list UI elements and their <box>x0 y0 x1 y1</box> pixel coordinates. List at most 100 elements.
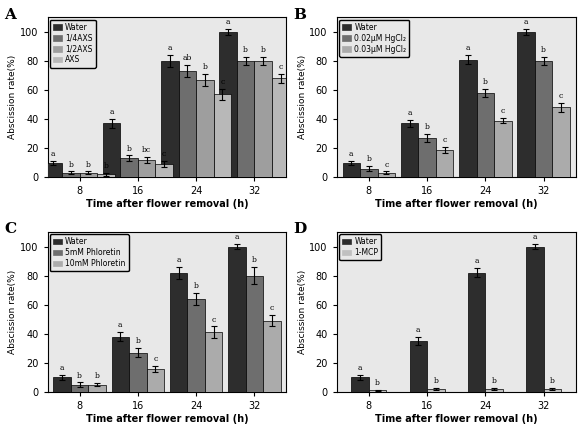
Bar <box>161 61 179 177</box>
Text: a: a <box>118 321 123 329</box>
Bar <box>112 337 129 392</box>
Text: a: a <box>465 44 470 52</box>
Bar <box>71 384 88 392</box>
Text: b: b <box>425 123 429 131</box>
Text: b: b <box>203 63 207 71</box>
Text: b: b <box>375 379 380 387</box>
Legend: Water, 1/4AXS, 1/2AXS, AXS: Water, 1/4AXS, 1/2AXS, AXS <box>50 20 96 67</box>
Bar <box>409 341 427 392</box>
Text: b: b <box>260 46 266 54</box>
Legend: Water, 5mM Phloretin, 10mM Phloretin: Water, 5mM Phloretin, 10mM Phloretin <box>50 234 128 271</box>
Text: b: b <box>135 337 140 345</box>
Bar <box>477 93 494 177</box>
Bar <box>97 175 114 177</box>
Y-axis label: Abscission rate(%): Abscission rate(%) <box>8 270 18 354</box>
Text: c: c <box>500 107 505 115</box>
Y-axis label: Abscission rate(%): Abscission rate(%) <box>298 55 307 140</box>
Text: b: b <box>366 156 371 163</box>
Text: a: a <box>358 364 362 372</box>
Bar <box>427 389 444 392</box>
Text: c: c <box>270 304 274 312</box>
Bar <box>255 61 272 177</box>
Text: b: b <box>252 256 257 264</box>
Bar <box>53 377 71 392</box>
Legend: Water, 0.02μM HgCl₂, 0.03μM HgCl₂: Water, 0.02μM HgCl₂, 0.03μM HgCl₂ <box>339 20 409 57</box>
Bar <box>485 389 503 392</box>
Text: a: a <box>168 44 172 52</box>
Y-axis label: Abscission rate(%): Abscission rate(%) <box>8 55 18 140</box>
Text: a: a <box>533 233 537 241</box>
Text: C: C <box>5 222 16 236</box>
Text: a: a <box>474 257 479 265</box>
Text: a: a <box>176 256 181 264</box>
Text: b: b <box>541 46 546 54</box>
Text: c: c <box>559 92 563 100</box>
Text: c: c <box>384 161 388 168</box>
Text: a: a <box>407 109 412 117</box>
Bar <box>517 32 535 177</box>
Bar <box>103 124 120 177</box>
X-axis label: Time after flower removal (h): Time after flower removal (h) <box>86 414 248 424</box>
Bar <box>129 353 147 392</box>
Text: c: c <box>153 355 158 363</box>
Text: b: b <box>550 377 555 385</box>
Bar <box>494 121 512 177</box>
Text: a: a <box>60 364 64 372</box>
Bar <box>155 164 173 177</box>
Bar <box>246 276 263 392</box>
Text: c: c <box>211 315 215 324</box>
Bar <box>44 163 62 177</box>
Bar <box>88 384 106 392</box>
Text: b: b <box>86 161 91 168</box>
Bar <box>369 391 386 392</box>
Bar <box>418 138 436 177</box>
Text: ab: ab <box>183 54 192 63</box>
Text: a: a <box>416 327 420 334</box>
Bar <box>170 273 187 392</box>
Text: b: b <box>194 282 199 290</box>
Bar <box>79 173 97 177</box>
Text: A: A <box>5 8 16 22</box>
Text: D: D <box>294 222 307 236</box>
Bar <box>228 247 246 392</box>
Text: a: a <box>235 233 239 241</box>
Text: b: b <box>243 46 248 54</box>
Bar <box>352 377 369 392</box>
Text: a: a <box>109 108 114 116</box>
Bar <box>377 173 395 177</box>
Text: c: c <box>220 78 224 86</box>
Bar <box>237 61 255 177</box>
Bar <box>468 273 485 392</box>
Text: c: c <box>279 63 283 71</box>
Bar <box>343 163 360 177</box>
X-axis label: Time after flower removal (h): Time after flower removal (h) <box>375 199 537 209</box>
Bar <box>179 71 196 177</box>
Text: b: b <box>492 377 496 384</box>
Bar <box>147 368 164 392</box>
Y-axis label: Abscission rate(%): Abscission rate(%) <box>298 270 307 354</box>
Bar <box>220 32 237 177</box>
Bar <box>360 168 377 177</box>
Text: b: b <box>433 377 438 385</box>
X-axis label: Time after flower removal (h): Time after flower removal (h) <box>86 199 248 209</box>
Text: b: b <box>127 145 131 152</box>
Bar <box>552 108 570 177</box>
Bar <box>526 247 544 392</box>
Bar <box>436 149 453 177</box>
Bar <box>535 61 552 177</box>
Bar <box>138 160 155 177</box>
Text: b: b <box>483 78 488 86</box>
Bar <box>62 173 79 177</box>
Bar <box>401 124 418 177</box>
Text: bc: bc <box>142 146 151 154</box>
Legend: Water, 1-MCP: Water, 1-MCP <box>339 234 381 260</box>
Text: b: b <box>103 162 108 170</box>
Text: b: b <box>68 161 73 168</box>
Text: a: a <box>226 18 231 26</box>
Text: b: b <box>77 372 82 379</box>
Bar <box>120 159 138 177</box>
Bar <box>544 389 561 392</box>
Bar <box>196 80 214 177</box>
Bar <box>263 321 281 392</box>
Text: c: c <box>162 150 166 159</box>
